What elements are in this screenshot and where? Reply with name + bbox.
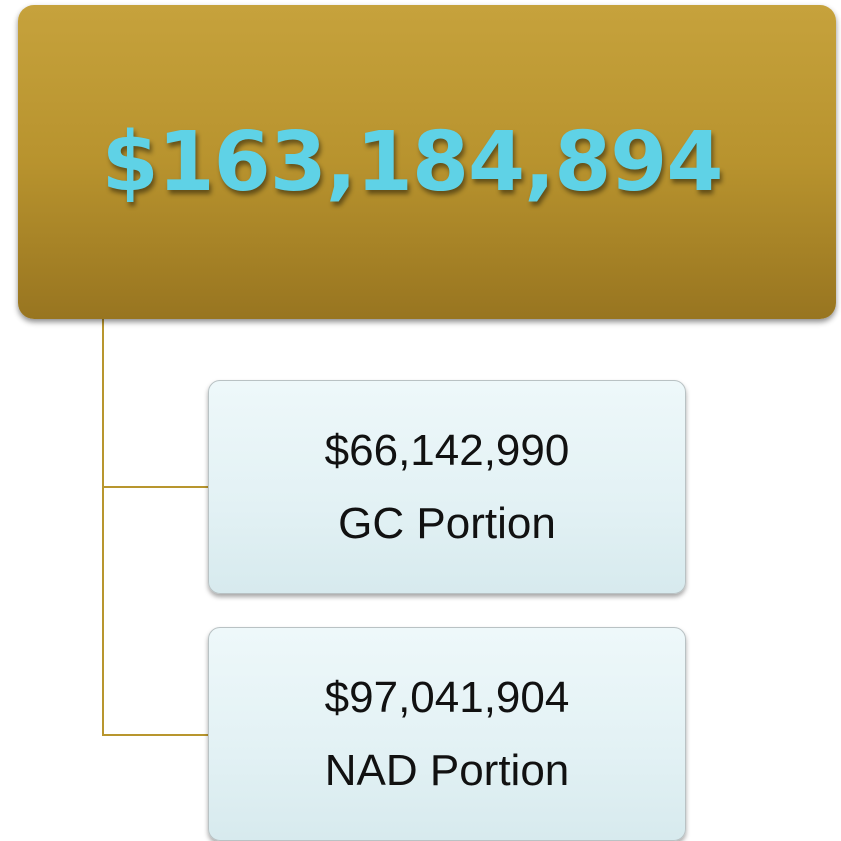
child-node: $97,041,904 NAD Portion xyxy=(208,627,686,841)
child-amount: $66,142,990 xyxy=(324,426,570,475)
connector xyxy=(102,319,104,736)
connector xyxy=(102,734,208,736)
root-label: $163,184,894 xyxy=(101,114,724,210)
child-amount: $97,041,904 xyxy=(324,673,570,722)
connector xyxy=(102,486,208,488)
child-label: GC Portion xyxy=(338,499,556,548)
root-node: $163,184,894 xyxy=(18,5,836,319)
child-label: NAD Portion xyxy=(324,746,570,795)
child-node: $66,142,990 GC Portion xyxy=(208,380,686,594)
